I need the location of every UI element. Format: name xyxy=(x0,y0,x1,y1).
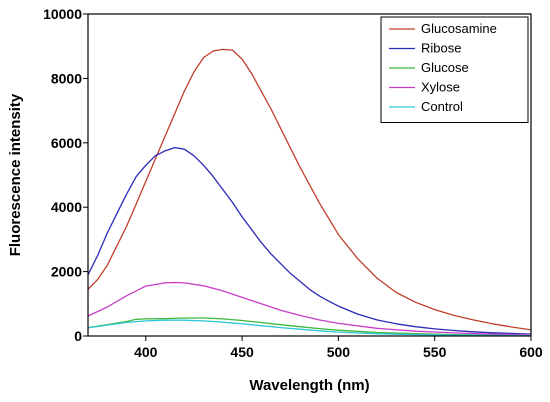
legend-label-glucosamine: Glucosamine xyxy=(421,21,497,36)
series-line-control xyxy=(87,319,532,337)
legend-label-xylose: Xylose xyxy=(421,80,460,95)
x-tick-label: 450 xyxy=(230,344,254,360)
x-tick-label: 550 xyxy=(423,344,447,360)
series-line-glucose xyxy=(87,317,532,337)
x-tick-label: 600 xyxy=(519,344,543,360)
y-tick-label: 10000 xyxy=(43,6,82,22)
legend-box xyxy=(380,16,529,123)
series-line-glucosamine xyxy=(87,48,532,331)
series-line-ribose xyxy=(87,146,532,335)
y-tick-label: 6000 xyxy=(51,135,82,151)
y-tick-label: 2000 xyxy=(51,264,82,280)
legend-label-ribose: Ribose xyxy=(421,41,461,56)
y-tick-label: 4000 xyxy=(51,199,82,215)
x-tick-label: 400 xyxy=(134,344,158,360)
legend: Glucosamine Ribose Glucose Xylose Control xyxy=(380,16,529,123)
y-tick-label: 8000 xyxy=(51,70,82,86)
x-tick-label: 500 xyxy=(327,344,351,360)
y-tick-label: 0 xyxy=(74,328,82,344)
series-line-xylose xyxy=(87,281,532,336)
x-axis-title: Wavelength (nm) xyxy=(249,377,369,394)
plot-frame xyxy=(87,13,532,337)
y-axis-title: Fluorescence intensity xyxy=(7,93,24,256)
series-layer xyxy=(87,48,532,337)
legend-label-glucose: Glucose xyxy=(421,60,469,75)
legend-label-control: Control xyxy=(421,99,463,114)
